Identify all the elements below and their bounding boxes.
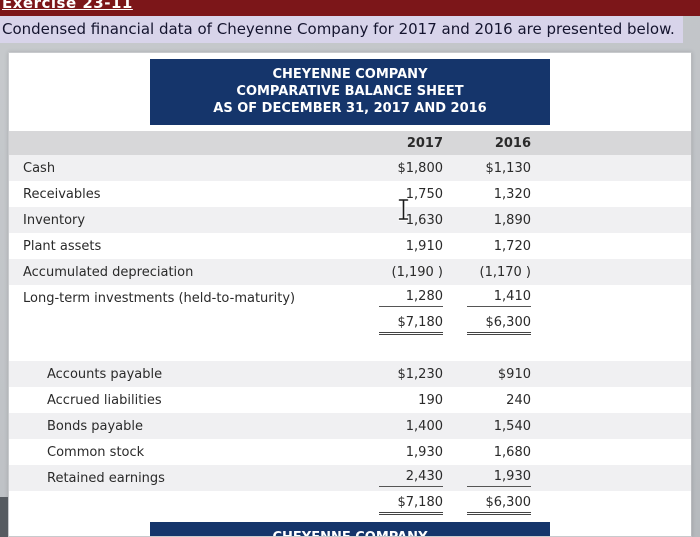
table-row: Retained earnings 2,430 1,930 (9, 465, 691, 491)
company-name: CHEYENNE COMPANY (150, 529, 550, 536)
value-2017: 1,280 (379, 289, 443, 307)
intro-line: Condensed financial data of Cheyenne Com… (0, 16, 700, 46)
value-2016: 1,410 (467, 289, 531, 307)
liabilities-equity-section: Accounts payable $1,230 $910 Accrued lia… (9, 361, 691, 491)
table-row: Accrued liabilities 190 240 (9, 387, 691, 413)
column-2017: 2017 (406, 135, 443, 151)
value-2016: 1,930 (467, 469, 531, 487)
table-row: Cash $1,800 $1,130 (9, 155, 691, 181)
value-2017: 1,400 (405, 418, 443, 434)
liabilities-total-2017: $7,180 (379, 495, 443, 515)
exercise-tab-label[interactable]: Exercise 23-11 (2, 0, 133, 12)
assets-section: Cash $1,800 $1,130 Receivables 1,750 1,3… (9, 155, 691, 311)
table-row: Common stock 1,930 1,680 (9, 439, 691, 465)
table-row: Inventory 1,630 1,890 (9, 207, 691, 233)
value-2017: $1,230 (397, 366, 444, 382)
value-2016: $910 (497, 366, 531, 382)
balance-sheet-header: CHEYENNE COMPANY COMPARATIVE BALANCE SHE… (150, 59, 550, 125)
value-2017: 1,910 (405, 238, 443, 254)
table-row: Accumulated depreciation (1,190 ) (1,170… (9, 259, 691, 285)
value-2016: 1,680 (493, 444, 531, 460)
statement-date: AS OF DECEMBER 31, 2017 AND 2016 (213, 101, 487, 116)
table-row: Accounts payable $1,230 $910 (9, 361, 691, 387)
table-row: Receivables 1,750 1,320 (9, 181, 691, 207)
table-row: Bonds payable 1,400 1,540 (9, 413, 691, 439)
value-2016: 1,720 (493, 238, 531, 254)
year-column-header: 2017 2016 (9, 131, 691, 155)
value-2016: 240 (506, 392, 531, 408)
row-label: Common stock (47, 444, 145, 460)
value-2017: 2,430 (379, 469, 443, 487)
value-2017: (1,190 ) (391, 264, 444, 280)
statement-title: COMPARATIVE BALANCE SHEET (236, 84, 464, 99)
table-row: Plant assets 1,910 1,720 (9, 233, 691, 259)
row-label: Accumulated depreciation (23, 264, 194, 280)
assets-total-2016: $6,300 (467, 315, 531, 335)
assets-total-row: $7,180 $6,300 (9, 311, 691, 339)
liabilities-total-2016: $6,300 (467, 495, 531, 515)
table-row: Long-term investments (held-to-maturity)… (9, 285, 691, 311)
row-label: Accrued liabilities (47, 392, 162, 408)
assets-total-2017: $7,180 (379, 315, 443, 335)
photo-edge-shadow (0, 497, 8, 537)
balance-sheet-card: CHEYENNE COMPANY COMPARATIVE BALANCE SHE… (8, 52, 692, 537)
row-label: Bonds payable (47, 418, 144, 434)
row-label: Inventory (23, 212, 86, 228)
row-label: Receivables (23, 186, 101, 202)
value-2016: 1,320 (493, 186, 531, 202)
row-label: Plant assets (23, 238, 102, 254)
column-2016: 2016 (494, 135, 531, 151)
value-2016: (1,170 ) (479, 264, 532, 280)
value-2016: 1,540 (493, 418, 531, 434)
value-2016: 1,890 (493, 212, 531, 228)
liabilities-total-row: $7,180 $6,300 (9, 491, 691, 519)
income-statement-header: CHEYENNE COMPANY INCOME STATEMENT (150, 522, 550, 536)
row-label: Cash (23, 160, 56, 176)
company-name: CHEYENNE COMPANY (272, 67, 428, 82)
intro-text: Condensed financial data of Cheyenne Com… (0, 16, 683, 43)
row-label: Retained earnings (47, 470, 165, 486)
value-2017: 1,930 (405, 444, 443, 460)
row-label: Accounts payable (47, 366, 163, 382)
value-2017: 190 (418, 392, 443, 408)
top-bar: Exercise 23-11 (0, 0, 700, 16)
value-2016: $1,130 (485, 160, 532, 176)
value-2017: 1,750 (405, 186, 443, 202)
row-label: Long-term investments (held-to-maturity) (23, 290, 296, 306)
value-2017: $1,800 (397, 160, 444, 176)
value-2017: 1,630 (405, 212, 443, 228)
